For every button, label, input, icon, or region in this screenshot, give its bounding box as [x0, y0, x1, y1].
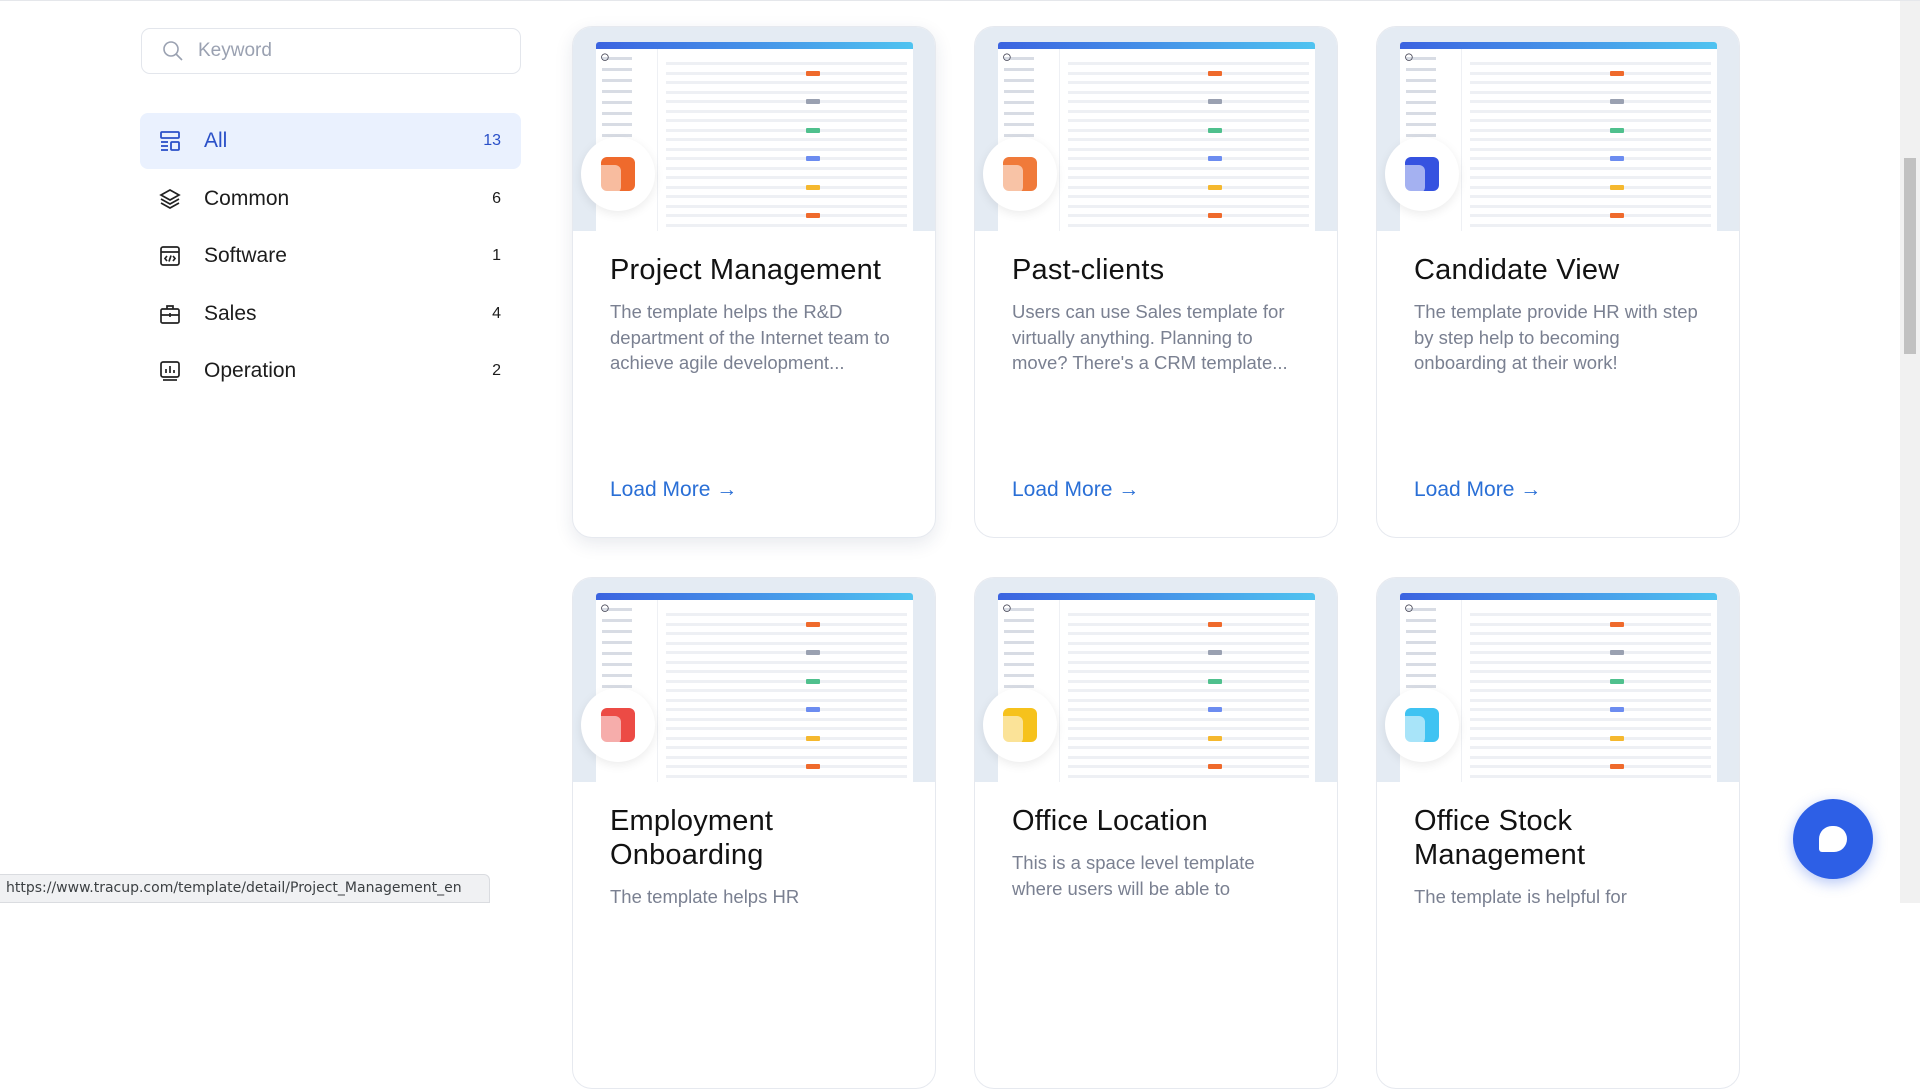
template-icon [1385, 688, 1459, 762]
sidebar-item-all[interactable]: All 13 [140, 113, 521, 169]
template-description: The template is helpful for [1414, 886, 1627, 907]
chat-button[interactable] [1793, 799, 1873, 879]
load-more-link[interactable]: Load More → [1012, 478, 1140, 501]
brand-logo: ◯ [1003, 605, 1011, 612]
code-window-icon [158, 244, 182, 268]
template-icon [1385, 137, 1459, 211]
template-title: Candidate View [1414, 254, 1620, 286]
template-preview-image: ◯ [573, 578, 935, 782]
template-preview-image: ◯ [975, 578, 1337, 782]
chat-bubble-icon [1819, 826, 1847, 852]
template-card[interactable]: ◯ Project Management The template helps th… [572, 26, 936, 538]
brand-logo: ◯ [1405, 605, 1413, 612]
layers-icon [158, 187, 182, 211]
load-more-link[interactable]: Load More → [610, 478, 738, 501]
category-count: 13 [483, 132, 501, 149]
template-preview-image: ◯ [573, 27, 935, 231]
template-title: Office Location [1012, 805, 1208, 837]
brand-logo: ◯ [1003, 54, 1011, 61]
template-icon [581, 137, 655, 211]
category-count: 6 [492, 189, 501, 207]
category-label: Common [204, 186, 290, 210]
monitor-chart-icon [158, 359, 182, 383]
template-title: Past-clients [1012, 254, 1165, 286]
search-icon [163, 41, 183, 61]
category-count: 2 [492, 362, 501, 379]
template-description: The template provide HR with step by ste… [1414, 301, 1698, 373]
search-box[interactable] [141, 28, 521, 74]
template-title: Office Stock Management [1414, 805, 1586, 871]
template-description: This is a space level template where use… [1012, 852, 1255, 899]
layout-icon [158, 129, 182, 153]
template-card[interactable]: ◯ Candidate View The template provide HR w… [1376, 26, 1740, 538]
template-title: Project Management [610, 254, 882, 286]
template-preview-image: ◯ [1377, 27, 1739, 231]
template-preview-image: ◯ [1377, 578, 1739, 782]
sidebar-item-software[interactable]: Software 1 [140, 228, 521, 284]
template-icon [581, 688, 655, 762]
sidebar-item-sales[interactable]: Sales 4 [140, 286, 521, 342]
category-count: 4 [492, 304, 501, 322]
template-icon [983, 688, 1057, 762]
brand-logo: ◯ [601, 605, 609, 612]
category-count: 1 [492, 247, 501, 264]
sidebar-item-operation[interactable]: Operation 2 [140, 343, 521, 399]
category-label: All [204, 129, 228, 152]
scrollbar[interactable] [1900, 1, 1920, 903]
sidebar-item-common[interactable]: Common 6 [140, 171, 521, 227]
template-description: The template helps HR [610, 886, 800, 907]
template-title: Employment Onboarding [610, 805, 774, 871]
brand-logo: ◯ [601, 54, 609, 61]
template-preview-image: ◯ [975, 27, 1337, 231]
search-input[interactable] [198, 40, 498, 62]
category-label: Software [204, 244, 287, 267]
template-description: Users can use Sales template for virtual… [1012, 301, 1288, 373]
category-label: Operation [204, 359, 297, 382]
template-description: The template helps the R&D department of… [610, 301, 890, 373]
status-bar-url: https://www.tracup.com/template/detail/P… [0, 874, 490, 903]
template-icon [983, 137, 1057, 211]
scrollbar-thumb[interactable] [1904, 158, 1916, 354]
template-card[interactable]: ◯ Office Stock Management The template is … [1376, 577, 1740, 1089]
briefcase-icon [158, 302, 182, 326]
brand-logo: ◯ [1405, 54, 1413, 61]
category-label: Sales [204, 301, 257, 325]
template-card[interactable]: ◯ Employment Onboarding The template helps… [572, 577, 936, 1089]
template-card[interactable]: ◯ Office Location This is a space level te… [974, 577, 1338, 1089]
template-card[interactable]: ◯ Past-clients Users can use Sales templat… [974, 26, 1338, 538]
load-more-link[interactable]: Load More → [1414, 478, 1542, 501]
